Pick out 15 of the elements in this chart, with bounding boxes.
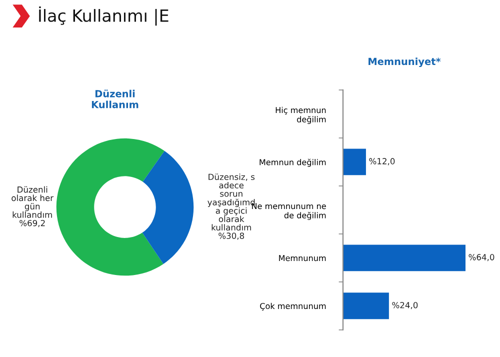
data-label: %30,8: [218, 232, 244, 240]
chart-title: Memnuniyet*: [368, 58, 441, 68]
donut-slice: [142, 150, 194, 264]
chart-subtitle: Düzenli Kullanım: [92, 90, 138, 108]
data-label: %64,0: [468, 254, 494, 262]
data-label: %12,0: [369, 158, 395, 166]
data-label: %24,0: [392, 302, 418, 310]
chart-title: İlaç Kullanımı |E: [39, 6, 168, 26]
y-tick-label: Memnunum: [279, 255, 326, 262]
y-tick-label: Hiç memnun değilim: [276, 106, 326, 124]
y-tick-label: Çok memnunum: [260, 302, 326, 310]
data-label: %69,2: [20, 220, 45, 228]
y-tick-label: Memnun değilim: [260, 158, 326, 167]
slice-label: Düzenli olarak her gün kullandım: [12, 186, 54, 218]
donut-slice: [56, 138, 164, 276]
